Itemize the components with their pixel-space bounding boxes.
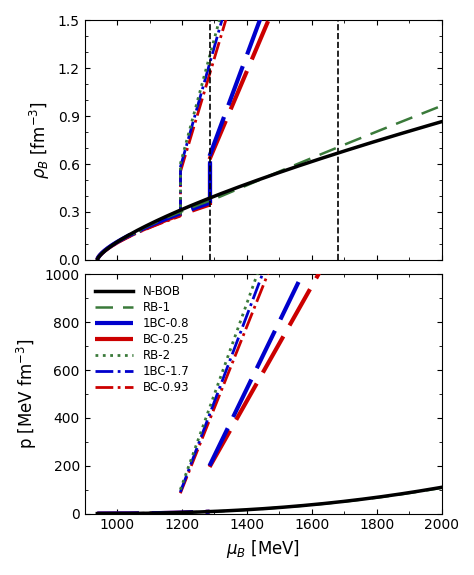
- Y-axis label: $\rho_B$ [fm$^{-3}$]: $\rho_B$ [fm$^{-3}$]: [28, 101, 52, 179]
- Y-axis label: p [MeV fm$^{-3}$]: p [MeV fm$^{-3}$]: [15, 339, 39, 449]
- X-axis label: $\mu_B$ [MeV]: $\mu_B$ [MeV]: [226, 538, 300, 560]
- Legend: N-BOB, RB-1, 1BC-0.8, BC-0.25, RB-2, 1BC-1.7, BC-0.93: N-BOB, RB-1, 1BC-0.8, BC-0.25, RB-2, 1BC…: [91, 280, 194, 398]
